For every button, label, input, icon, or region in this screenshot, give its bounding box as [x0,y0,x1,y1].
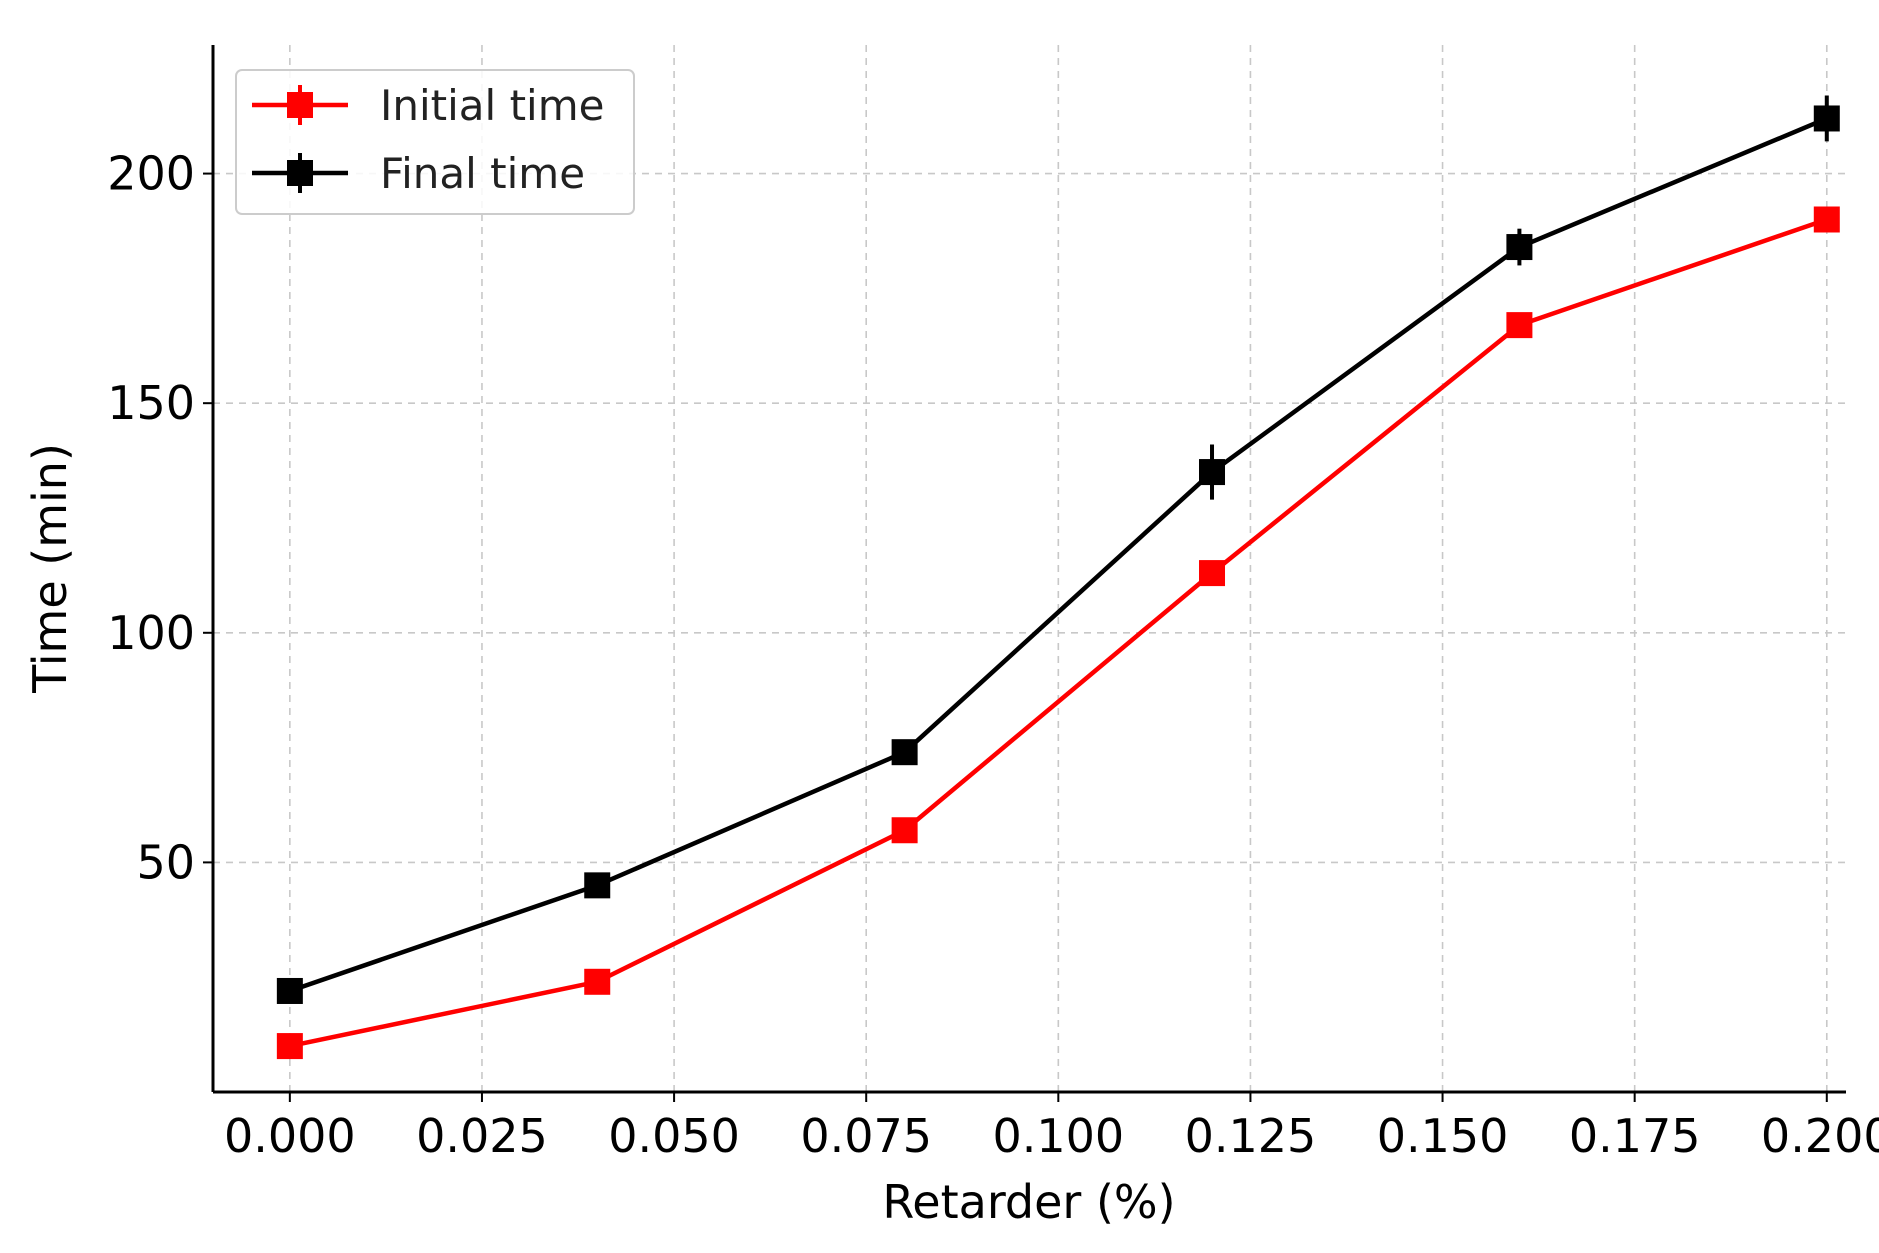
legend-label: Final time [380,149,585,198]
legend: Initial time Final time [235,69,635,215]
x-tick-label: 0.000 [224,1109,356,1163]
x-tick-label: 0.025 [416,1109,548,1163]
x-tick-label: 0.075 [800,1109,932,1163]
series-line [289,116,1828,994]
data-point [1813,206,1840,233]
legend-marker [287,92,313,118]
series-initial-time [276,206,1840,1060]
legend-label: Initial time [380,81,604,130]
y-tick-label: 50 [136,835,195,889]
y-axis-label: Time (min) [23,443,77,694]
data-point [1199,459,1226,486]
legend-entry: Final time [252,149,585,198]
x-tick-label: 0.175 [1569,1109,1701,1163]
x-axis-label: Retarder (%) [882,1175,1175,1229]
data-point [1506,312,1533,339]
series-line [289,217,1828,1049]
grid [213,45,1846,1092]
x-tick-label: 0.125 [1185,1109,1317,1163]
ticks: 0.000 0.025 0.050 0.075 0.100 0.125 0.150 0.175… [107,147,1879,1163]
data-point [276,1033,303,1060]
y-tick-label: 200 [107,147,195,201]
x-tick-label: 0.050 [608,1109,740,1163]
data-point [891,739,918,766]
y-tick-label: 150 [107,376,195,430]
data-point [276,977,303,1004]
axes [211,45,1846,1094]
series-layer [276,95,1840,1060]
data-point [1813,105,1840,132]
legend-marker [287,160,313,186]
x-tick-label: 0.150 [1377,1109,1509,1163]
data-point [584,968,611,995]
series-final-time [276,95,1840,1004]
y-tick-label: 100 [107,606,195,660]
x-tick-label: 0.200 [1761,1109,1879,1163]
legend-entry: Initial time [252,81,604,130]
data-point [891,817,918,844]
data-point [1506,234,1533,261]
x-tick-label: 0.100 [992,1109,1124,1163]
data-point [1199,560,1226,587]
data-point [584,872,611,899]
